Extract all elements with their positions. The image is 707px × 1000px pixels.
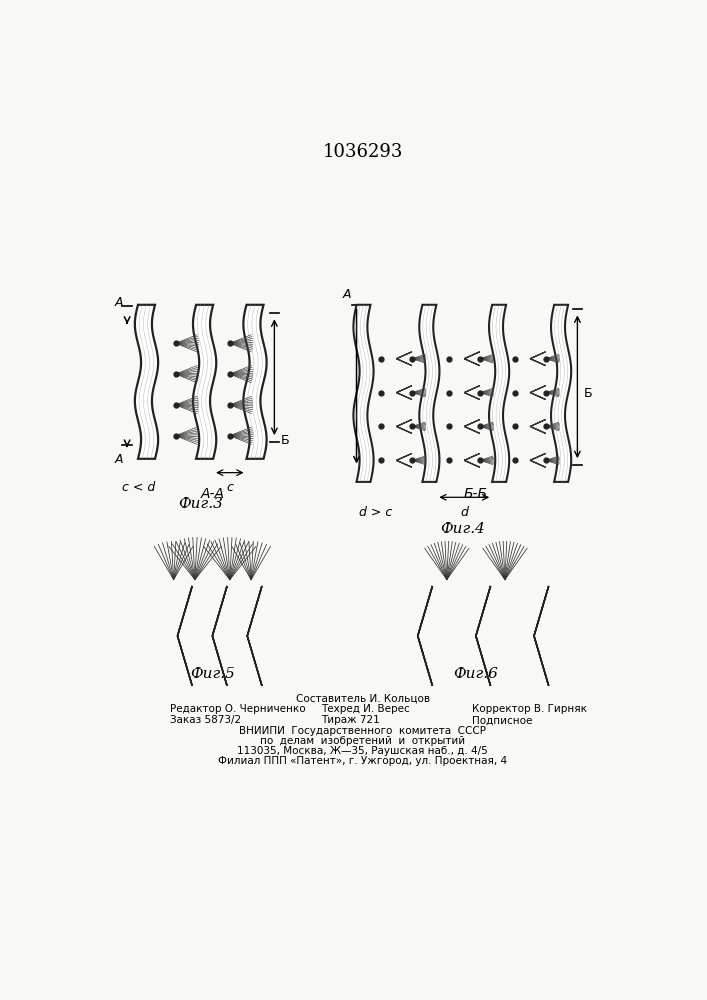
Polygon shape	[247, 586, 262, 686]
Polygon shape	[534, 586, 549, 686]
Text: Составитель И. Кольцов: Составитель И. Кольцов	[296, 694, 430, 704]
Polygon shape	[476, 586, 491, 686]
Polygon shape	[193, 305, 216, 459]
Polygon shape	[489, 305, 509, 482]
Polygon shape	[530, 453, 546, 467]
Text: Корректор В. Гирняк: Корректор В. Гирняк	[472, 704, 587, 714]
Polygon shape	[464, 453, 480, 467]
Text: по  делам  изобретений  и  открытий: по делам изобретений и открытий	[260, 736, 465, 746]
Polygon shape	[135, 305, 158, 459]
Polygon shape	[354, 305, 373, 482]
Text: Тираж 721: Тираж 721	[321, 715, 380, 725]
Text: Филиал ППП «Патент», г. Ужгород, ул. Проектная, 4: Филиал ППП «Патент», г. Ужгород, ул. Про…	[218, 756, 508, 766]
Polygon shape	[397, 420, 412, 433]
Polygon shape	[243, 305, 267, 459]
Polygon shape	[530, 386, 546, 400]
Polygon shape	[397, 386, 412, 400]
Text: d: d	[460, 506, 468, 519]
Polygon shape	[464, 352, 480, 366]
Text: A: A	[343, 288, 351, 301]
Text: Б: Б	[281, 434, 289, 447]
Text: Фиг.4: Фиг.4	[440, 522, 485, 536]
Text: Б-Б: Б-Б	[464, 487, 488, 501]
Polygon shape	[397, 453, 412, 467]
Text: Подписное: Подписное	[472, 715, 532, 725]
Polygon shape	[551, 305, 571, 482]
Polygon shape	[397, 352, 412, 366]
Text: 113035, Москва, Ж—35, Раушская наб., д. 4/5: 113035, Москва, Ж—35, Раушская наб., д. …	[238, 746, 488, 756]
Text: Заказ 5873/2: Заказ 5873/2	[170, 715, 241, 725]
Text: A: A	[115, 453, 124, 466]
Polygon shape	[464, 386, 480, 400]
Polygon shape	[177, 586, 192, 686]
Text: Фиг.6: Фиг.6	[453, 667, 498, 681]
Text: c < d: c < d	[122, 481, 156, 494]
Text: Фиг.3: Фиг.3	[178, 497, 223, 511]
Text: Редактор О. Черниченко: Редактор О. Черниченко	[170, 704, 305, 714]
Text: ВНИИПИ  Государственного  комитета  СССР: ВНИИПИ Государственного комитета СССР	[239, 726, 486, 736]
Text: Техред И. Верес: Техред И. Верес	[321, 704, 409, 714]
Polygon shape	[464, 420, 480, 433]
Text: A-A: A-A	[200, 487, 224, 501]
Text: A: A	[115, 296, 124, 309]
Polygon shape	[212, 586, 227, 686]
Text: c: c	[226, 481, 233, 494]
Text: Б: Б	[583, 387, 592, 400]
Polygon shape	[418, 586, 433, 686]
Text: d > c: d > c	[358, 506, 392, 519]
Polygon shape	[530, 352, 546, 366]
Text: Фиг.5: Фиг.5	[190, 667, 235, 681]
Text: 1036293: 1036293	[322, 143, 403, 161]
Polygon shape	[419, 305, 440, 482]
Polygon shape	[530, 420, 546, 433]
